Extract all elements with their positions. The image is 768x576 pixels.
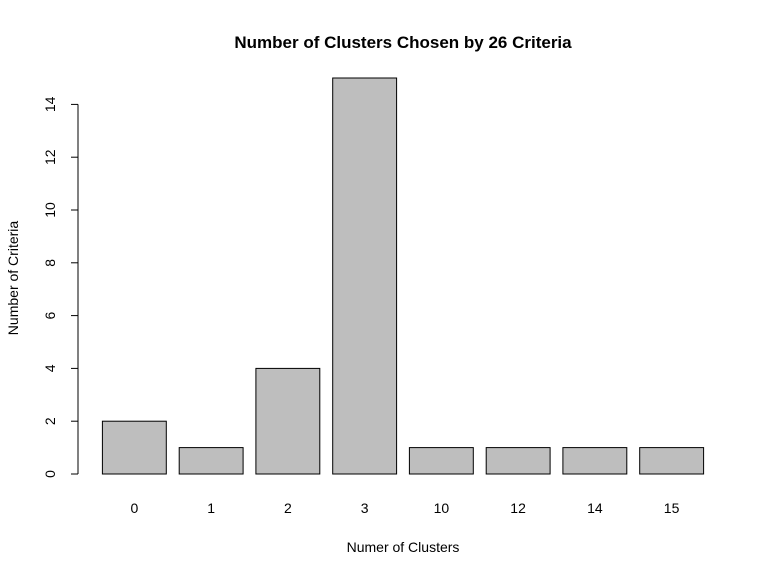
bar-10 bbox=[408, 447, 474, 475]
x-tick-label: 2 bbox=[284, 500, 292, 516]
x-tick-label: 15 bbox=[664, 500, 680, 516]
bar-3 bbox=[332, 77, 398, 475]
bar-14 bbox=[562, 447, 628, 475]
y-tick-label: 0 bbox=[42, 470, 58, 478]
bar-1 bbox=[178, 447, 244, 475]
y-tick-label: 6 bbox=[42, 311, 58, 319]
y-axis: 0 2 4 6 8 10 12 14 bbox=[42, 96, 79, 478]
y-tick-label: 12 bbox=[42, 149, 58, 165]
bar-0 bbox=[101, 420, 167, 475]
bars-group bbox=[101, 77, 705, 475]
y-tick-label: 8 bbox=[42, 259, 58, 267]
x-axis-label: Numer of Clusters bbox=[347, 539, 460, 555]
x-tick-label: 1 bbox=[207, 500, 215, 516]
y-axis-label: Number of Criteria bbox=[5, 221, 21, 336]
bar-2 bbox=[255, 367, 321, 475]
x-tick-label: 0 bbox=[131, 500, 139, 516]
y-tick-label: 4 bbox=[42, 364, 58, 372]
x-tick-labels: 0 1 2 3 10 12 14 15 bbox=[131, 500, 680, 516]
bar-15 bbox=[639, 447, 705, 475]
y-tick-label: 2 bbox=[42, 417, 58, 425]
x-tick-label: 14 bbox=[587, 500, 603, 516]
chart-title: Number of Clusters Chosen by 26 Criteria bbox=[234, 33, 572, 52]
x-tick-label: 12 bbox=[510, 500, 526, 516]
bar-12 bbox=[485, 447, 551, 475]
y-tick-label: 10 bbox=[42, 202, 58, 218]
y-tick-label: 14 bbox=[42, 96, 58, 112]
x-tick-label: 10 bbox=[434, 500, 450, 516]
x-tick-label: 3 bbox=[361, 500, 369, 516]
